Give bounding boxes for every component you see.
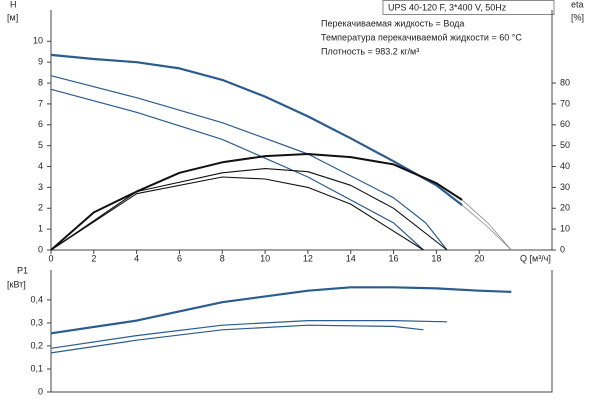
axis-line <box>50 10 553 251</box>
curve <box>50 153 463 251</box>
curve <box>50 176 424 251</box>
y2-tick-label: 60 <box>560 119 570 129</box>
curve <box>461 199 512 251</box>
y-unit: [кВт] <box>7 279 26 289</box>
y-tick-label: 7 <box>38 98 43 108</box>
x-tick-label: 20 <box>474 253 484 263</box>
y-label: P1 <box>17 265 28 275</box>
annotation: Температура перекачиваемой жидкости = 60… <box>321 32 522 42</box>
curve <box>50 324 424 354</box>
y-tick-label: 10 <box>33 36 43 46</box>
y-tick-label: 3 <box>38 182 43 192</box>
chart-title: UPS 40-120 F, 3*400 V, 50Hz <box>388 2 507 12</box>
y2-tick-label: 10 <box>560 224 570 234</box>
x-label: Q [м³/ч] <box>520 253 551 263</box>
x-tick-label: 16 <box>389 253 399 263</box>
annotation: Перекачиваемая жидкость = Вода <box>321 18 464 28</box>
y2-tick-label: 40 <box>560 161 570 171</box>
curve <box>50 168 448 251</box>
curve <box>461 204 512 251</box>
y-label: H <box>10 0 17 9</box>
y-tick-label: 1 <box>38 224 43 234</box>
x-tick-label: 10 <box>260 253 270 263</box>
y-unit: [м] <box>7 12 18 22</box>
y-tick-label: 0,4 <box>30 294 43 304</box>
x-tick-label: 8 <box>220 253 225 263</box>
y-tick-label: 0 <box>38 386 43 396</box>
y2-unit: [%] <box>571 12 584 22</box>
y2-tick-label: 30 <box>560 182 570 192</box>
y2-tick-label: 50 <box>560 140 570 150</box>
y-tick-label: 0,1 <box>30 363 43 373</box>
y-tick-label: 6 <box>38 119 43 129</box>
y2-tick-label: 70 <box>560 98 570 108</box>
x-tick-label: 4 <box>134 253 139 263</box>
x-tick-label: 14 <box>346 253 356 263</box>
x-tick-label: 2 <box>91 253 96 263</box>
curve <box>50 286 512 335</box>
x-tick-label: 18 <box>431 253 441 263</box>
x-tick-label: 0 <box>48 253 53 263</box>
y-tick-label: 0,3 <box>30 317 43 327</box>
y-tick-label: 2 <box>38 203 43 213</box>
y2-tick-label: 80 <box>560 77 570 87</box>
y-tick-label: 0,2 <box>30 340 43 350</box>
x-tick-label: 6 <box>177 253 182 263</box>
header-box <box>382 0 555 15</box>
y-tick-label: 8 <box>38 77 43 87</box>
x-tick-label: 12 <box>303 253 313 263</box>
y2-tick-label: 20 <box>560 203 570 213</box>
annotation: Плотность = 983.2 кг/м³ <box>321 46 419 56</box>
curve <box>50 53 463 206</box>
curve <box>50 88 424 251</box>
y2-label: eta <box>571 0 584 9</box>
y2-tick-label: 0 <box>560 244 565 254</box>
y-tick-label: 0 <box>38 244 43 254</box>
y-tick-label: 9 <box>38 57 43 67</box>
axis-line <box>50 270 553 393</box>
y-tick-label: 4 <box>38 161 43 171</box>
y-tick-label: 5 <box>38 140 43 150</box>
curve <box>50 320 448 349</box>
